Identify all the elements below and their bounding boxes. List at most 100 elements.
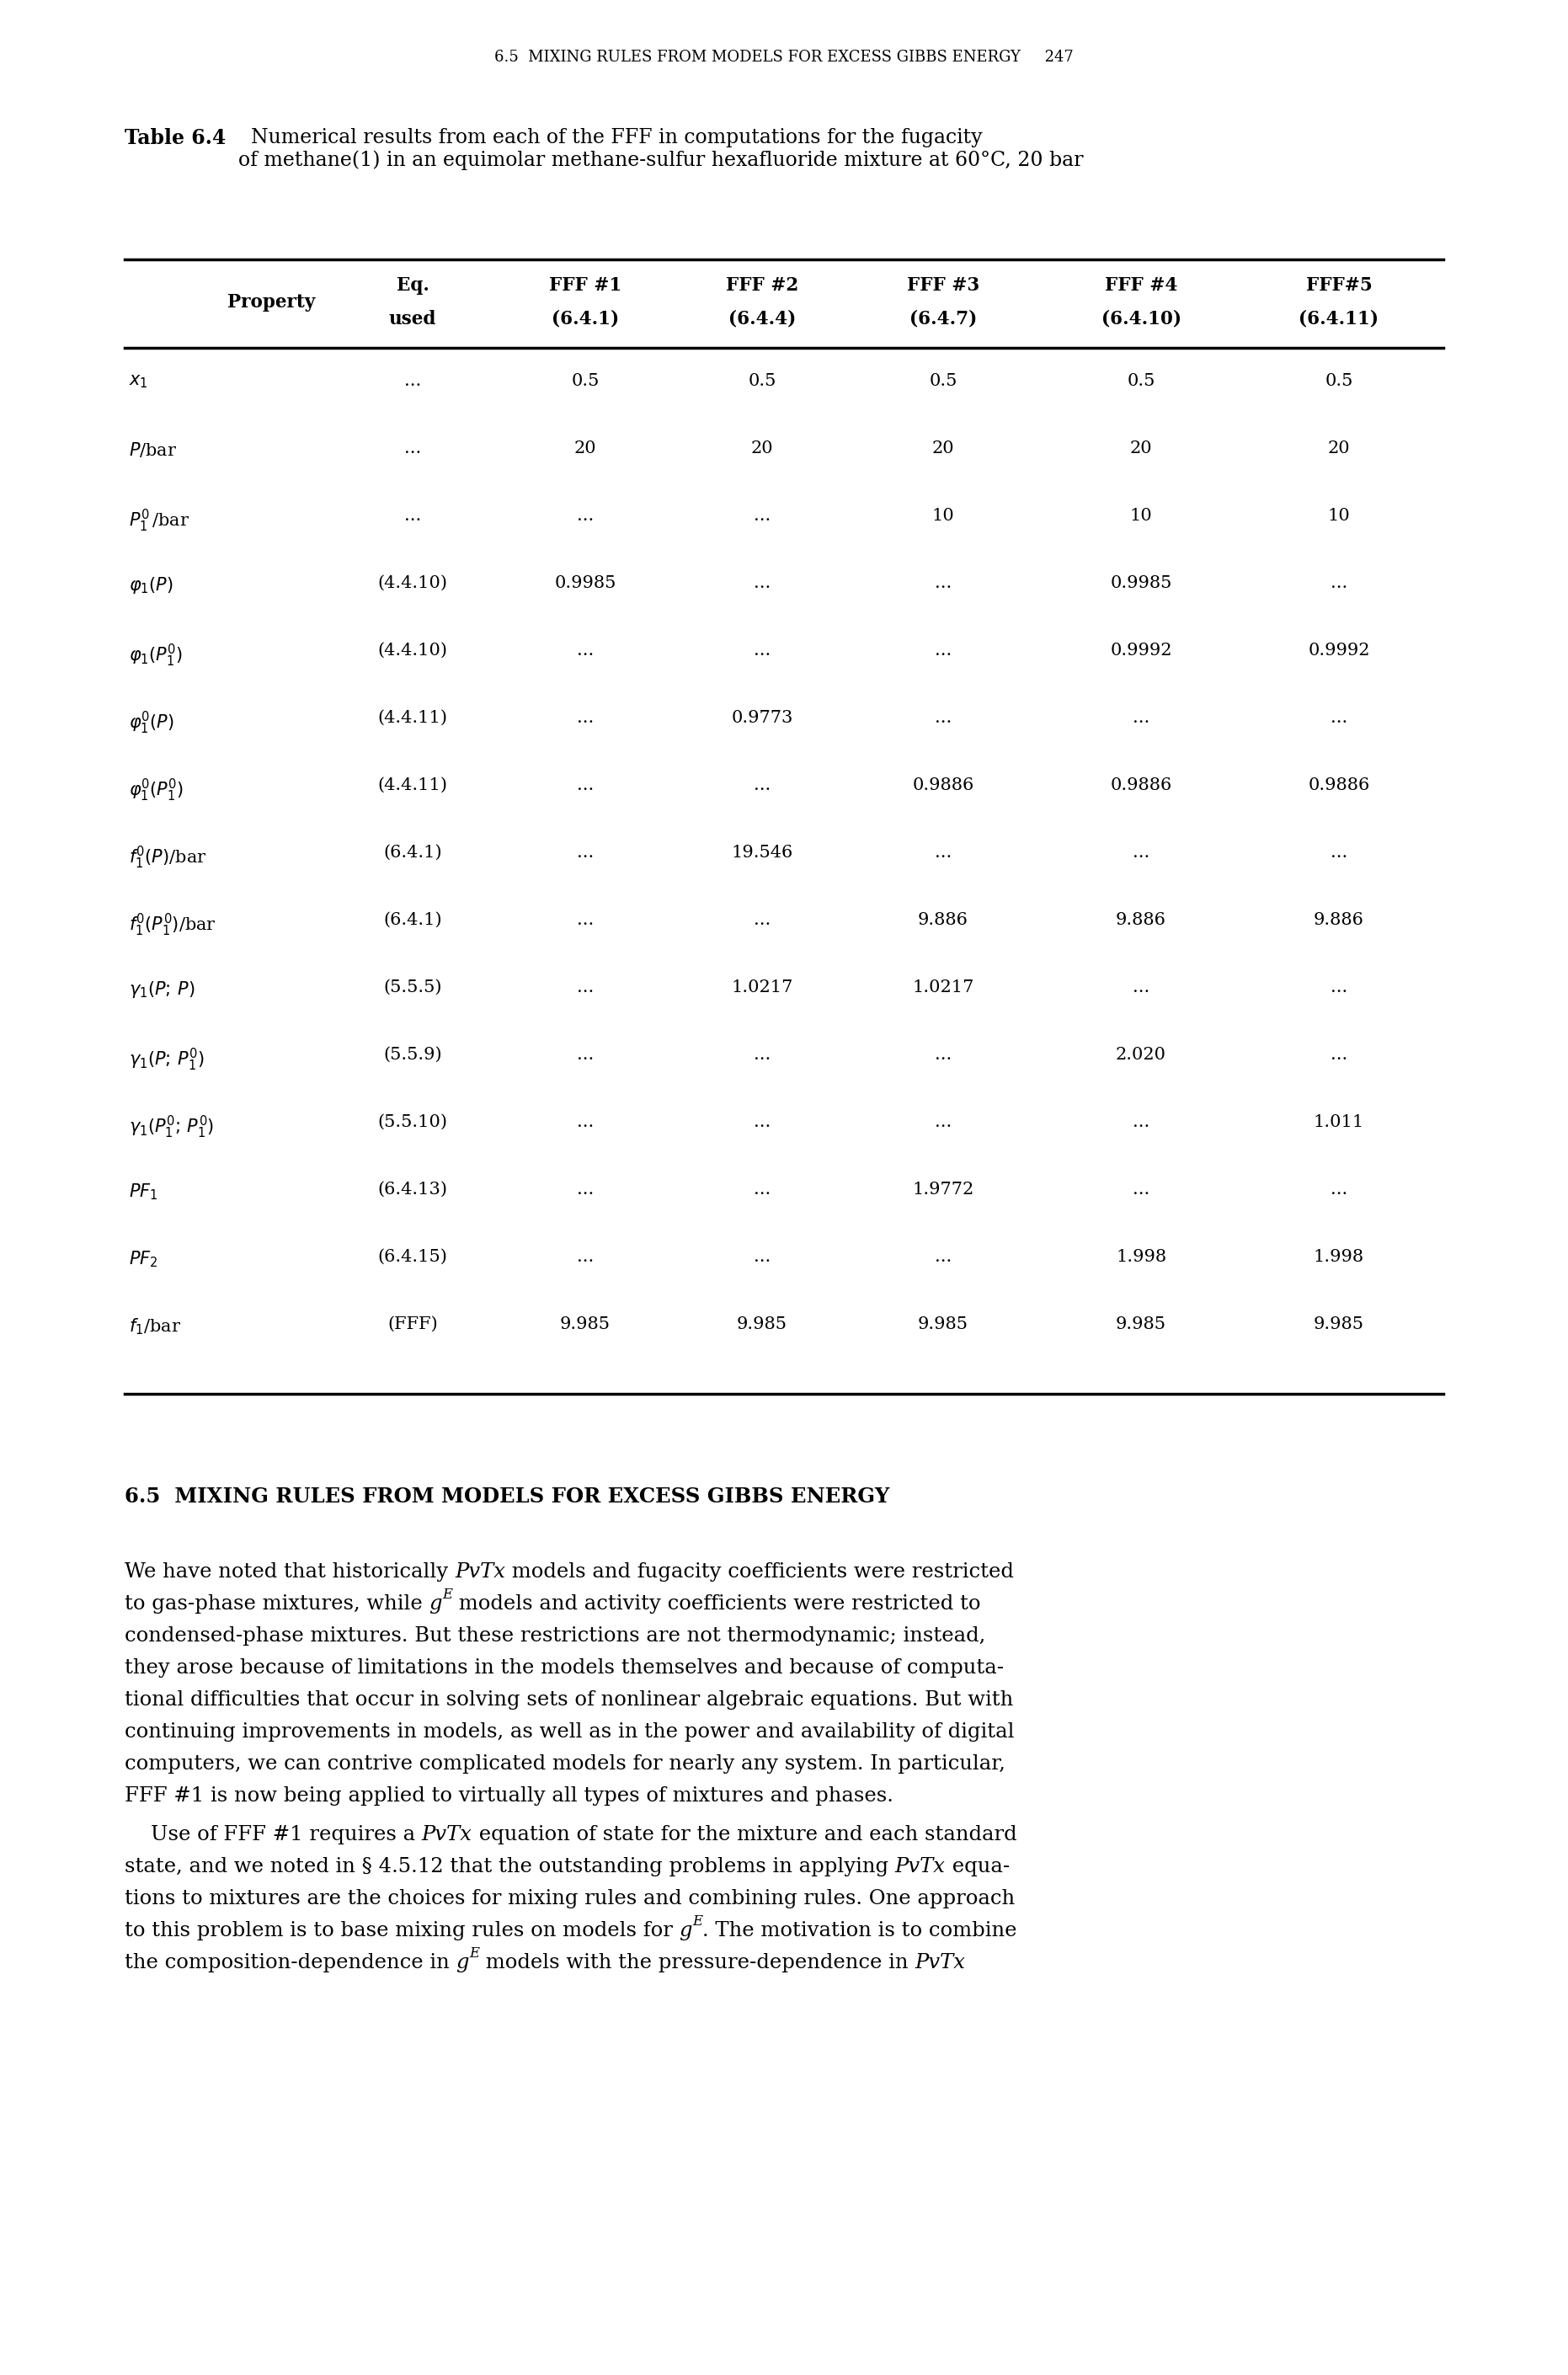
Text: $f_1$/bar: $f_1$/bar — [129, 1316, 182, 1337]
Text: FFF #2: FFF #2 — [726, 276, 798, 294]
Text: (4.4.11): (4.4.11) — [378, 710, 447, 727]
Text: ...: ... — [754, 1183, 770, 1197]
Text: (6.4.11): (6.4.11) — [1298, 309, 1378, 328]
Text: 20: 20 — [751, 439, 773, 456]
Text: ...: ... — [577, 1114, 594, 1130]
Text: ...: ... — [405, 508, 422, 525]
Text: $\varphi_1^0(P_1^0)$: $\varphi_1^0(P_1^0)$ — [129, 777, 183, 803]
Text: Property: Property — [227, 292, 315, 311]
Text: $P_1^0\,$/bar: $P_1^0\,$/bar — [129, 508, 190, 534]
Text: 1.0217: 1.0217 — [913, 978, 974, 995]
Text: 1.011: 1.011 — [1314, 1114, 1364, 1130]
Text: ...: ... — [754, 508, 770, 525]
Text: 0.5: 0.5 — [1127, 373, 1156, 390]
Text: ...: ... — [1330, 846, 1347, 860]
Text: 9.985: 9.985 — [917, 1316, 969, 1332]
Text: ...: ... — [1132, 978, 1149, 995]
Text: g: g — [456, 1952, 469, 1971]
Text: FFF #4: FFF #4 — [1105, 276, 1178, 294]
Text: ...: ... — [1330, 710, 1347, 727]
Text: 0.5: 0.5 — [571, 373, 599, 390]
Text: Use of FFF #1 requires a: Use of FFF #1 requires a — [124, 1824, 422, 1845]
Text: state, and we noted in § 4.5.12 that the outstanding problems in applying: state, and we noted in § 4.5.12 that the… — [124, 1857, 895, 1876]
Text: ...: ... — [1330, 575, 1347, 591]
Text: ...: ... — [754, 575, 770, 591]
Text: g: g — [430, 1594, 442, 1613]
Text: 20: 20 — [931, 439, 955, 456]
Text: FFF #1: FFF #1 — [549, 276, 621, 294]
Text: E: E — [442, 1587, 452, 1603]
Text: ...: ... — [577, 644, 594, 658]
Text: ...: ... — [754, 1114, 770, 1130]
Text: ...: ... — [935, 1047, 952, 1064]
Text: (4.4.11): (4.4.11) — [378, 777, 447, 793]
Text: $f_1^0(P)$/bar: $f_1^0(P)$/bar — [129, 846, 207, 872]
Text: $P$/bar: $P$/bar — [129, 439, 177, 458]
Text: used: used — [389, 309, 436, 328]
Text: (4.4.10): (4.4.10) — [378, 644, 447, 658]
Text: Numerical results from each of the FFF in computations for the fugacity
of metha: Numerical results from each of the FFF i… — [238, 128, 1083, 171]
Text: 20: 20 — [1131, 439, 1152, 456]
Text: ...: ... — [577, 710, 594, 727]
Text: 0.9886: 0.9886 — [1110, 777, 1171, 793]
Text: ...: ... — [754, 777, 770, 793]
Text: FFF #1 is now being applied to virtually all types of mixtures and phases.: FFF #1 is now being applied to virtually… — [124, 1786, 894, 1805]
Text: 9.985: 9.985 — [1116, 1316, 1167, 1332]
Text: ...: ... — [405, 439, 422, 456]
Text: continuing improvements in models, as well as in the power and availability of d: continuing improvements in models, as we… — [124, 1722, 1014, 1741]
Text: ...: ... — [935, 1249, 952, 1266]
Text: 0.9985: 0.9985 — [555, 575, 616, 591]
Text: models and fugacity coefficients were restricted: models and fugacity coefficients were re… — [505, 1563, 1013, 1582]
Text: ...: ... — [754, 644, 770, 658]
Text: 0.9992: 0.9992 — [1308, 644, 1370, 658]
Text: ...: ... — [1330, 978, 1347, 995]
Text: (5.5.9): (5.5.9) — [383, 1047, 442, 1064]
Text: 1.998: 1.998 — [1116, 1249, 1167, 1266]
Text: 2.020: 2.020 — [1116, 1047, 1167, 1064]
Text: PvTx: PvTx — [895, 1857, 946, 1876]
Text: PvTx: PvTx — [914, 1952, 966, 1971]
Text: (6.4.1): (6.4.1) — [383, 846, 442, 860]
Text: ...: ... — [577, 1249, 594, 1266]
Text: ...: ... — [577, 846, 594, 860]
Text: tional difficulties that occur in solving sets of nonlinear algebraic equations.: tional difficulties that occur in solvin… — [124, 1691, 1013, 1710]
Text: ...: ... — [935, 846, 952, 860]
Text: ...: ... — [935, 644, 952, 658]
Text: 10: 10 — [931, 508, 955, 525]
Text: the composition-dependence in: the composition-dependence in — [124, 1952, 456, 1971]
Text: to this problem is to base mixing rules on models for: to this problem is to base mixing rules … — [124, 1921, 679, 1940]
Text: (6.4.4): (6.4.4) — [728, 309, 797, 328]
Text: ...: ... — [1330, 1183, 1347, 1197]
Text: PvTx: PvTx — [455, 1563, 505, 1582]
Text: 0.9886: 0.9886 — [1308, 777, 1370, 793]
Text: $\gamma_1(P;\,P)$: $\gamma_1(P;\,P)$ — [129, 978, 194, 1000]
Text: ...: ... — [935, 1114, 952, 1130]
Text: 10: 10 — [1131, 508, 1152, 525]
Text: 0.9985: 0.9985 — [1110, 575, 1171, 591]
Text: 6.5  MIXING RULES FROM MODELS FOR EXCESS GIBBS ENERGY     247: 6.5 MIXING RULES FROM MODELS FOR EXCESS … — [494, 50, 1074, 64]
Text: tions to mixtures are the choices for mixing rules and combining rules. One appr: tions to mixtures are the choices for mi… — [124, 1888, 1014, 1910]
Text: computers, we can contrive complicated models for nearly any system. In particul: computers, we can contrive complicated m… — [124, 1755, 1005, 1774]
Text: (6.4.1): (6.4.1) — [552, 309, 619, 328]
Text: g: g — [679, 1921, 693, 1940]
Text: (5.5.5): (5.5.5) — [383, 978, 442, 995]
Text: FFF#5: FFF#5 — [1306, 276, 1372, 294]
Text: (6.4.13): (6.4.13) — [378, 1183, 447, 1197]
Text: 0.9886: 0.9886 — [913, 777, 974, 793]
Text: (FFF): (FFF) — [387, 1316, 437, 1332]
Text: 20: 20 — [1328, 439, 1350, 456]
Text: ...: ... — [577, 978, 594, 995]
Text: $\varphi_1^0(P)$: $\varphi_1^0(P)$ — [129, 710, 174, 736]
Text: (6.4.15): (6.4.15) — [378, 1249, 447, 1266]
Text: ...: ... — [577, 777, 594, 793]
Text: $f_1^0(P_1^0)$/bar: $f_1^0(P_1^0)$/bar — [129, 912, 216, 938]
Text: $PF_1$: $PF_1$ — [129, 1183, 158, 1202]
Text: $x_1$: $x_1$ — [129, 373, 147, 390]
Text: 0.9992: 0.9992 — [1110, 644, 1171, 658]
Text: ...: ... — [935, 575, 952, 591]
Text: We have noted that historically: We have noted that historically — [124, 1563, 455, 1582]
Text: (6.4.1): (6.4.1) — [383, 912, 442, 929]
Text: PvTx: PvTx — [422, 1824, 472, 1845]
Text: . The motivation is to combine: . The motivation is to combine — [702, 1921, 1018, 1940]
Text: models and activity coefficients were restricted to: models and activity coefficients were re… — [452, 1594, 980, 1613]
